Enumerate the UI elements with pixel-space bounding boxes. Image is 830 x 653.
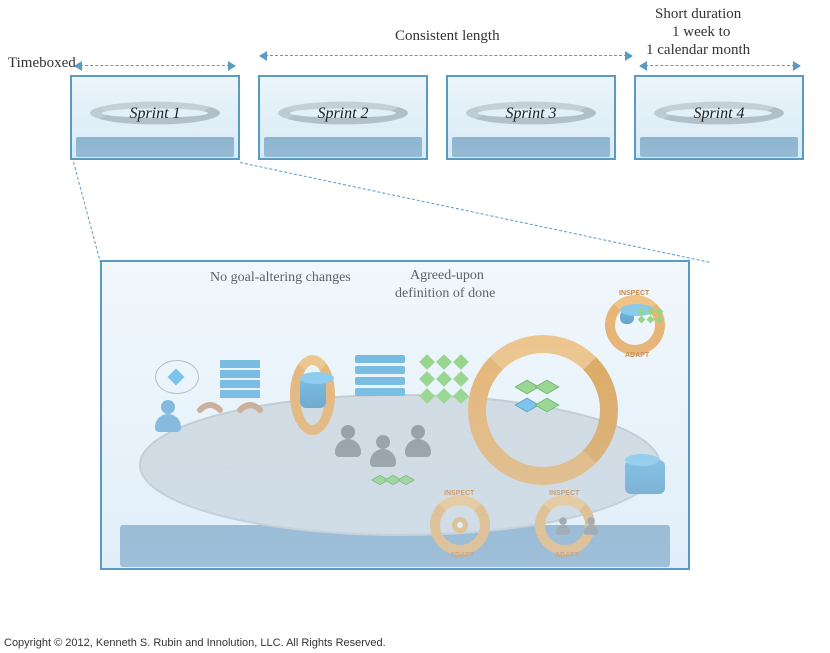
short-duration-label-1: Short duration: [655, 6, 741, 23]
sprint-box-1: Sprint 1: [70, 75, 240, 160]
sprint1-width-arrow: [75, 65, 235, 66]
consistent-length-label: Consistent length: [395, 28, 500, 45]
short-duration-label-2: 1 week to: [672, 24, 730, 41]
copyright-text: Copyright © 2012, Kenneth S. Rubin and I…: [4, 637, 386, 649]
sprint-label: Sprint 4: [634, 105, 804, 123]
big-glass-box: [100, 260, 690, 570]
sprint4-width-arrow: [640, 65, 800, 66]
short-duration-label-3: 1 calendar month: [646, 42, 750, 59]
zoom-line-right: [240, 162, 710, 263]
zoom-line-left: [73, 162, 101, 264]
sprint-box-3: Sprint 3: [446, 75, 616, 160]
sprint-box-4: Sprint 4: [634, 75, 804, 160]
timeboxed-label: Timeboxed: [8, 55, 76, 72]
sprint-label: Sprint 2: [258, 105, 428, 123]
sprint-label: Sprint 1: [70, 105, 240, 123]
sprint-label: Sprint 3: [446, 105, 616, 123]
consistency-arrow: [260, 55, 632, 56]
sprint-box-2: Sprint 2: [258, 75, 428, 160]
